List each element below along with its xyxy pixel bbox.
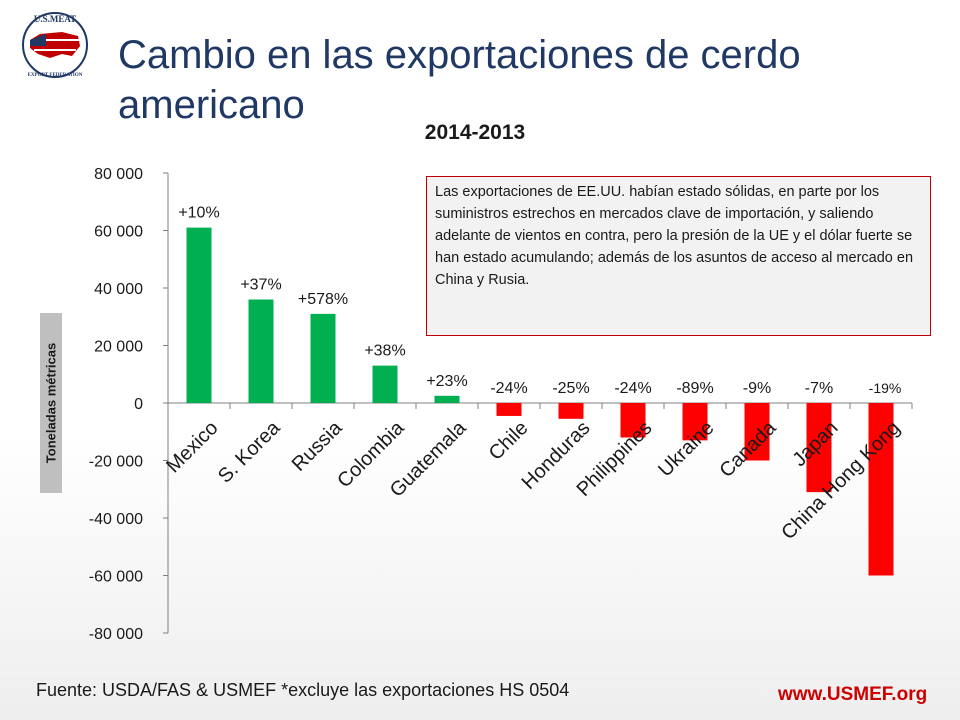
usmef-logo: U.S.MEAT EXPORT FEDERATION [22, 12, 88, 78]
slide-title: Cambio en las exportaciones de cerdo ame… [118, 33, 801, 127]
y-tick-label: -40 000 [89, 511, 143, 528]
y-tick-label: 80 000 [94, 166, 143, 183]
logo-text-top: U.S.MEAT [34, 14, 76, 24]
source-footnote: Fuente: USDA/FAS & USMEF *excluye las ex… [36, 680, 570, 700]
website-link[interactable]: www.USMEF.org [778, 684, 928, 705]
data-label: +38% [364, 343, 405, 360]
bar [744, 403, 770, 461]
data-label: +10% [178, 205, 219, 222]
bar [620, 403, 646, 438]
bar [310, 313, 336, 403]
bar [434, 395, 460, 403]
chart-title: 2014-2013 [425, 121, 525, 144]
y-tick-label: 40 000 [94, 281, 143, 298]
data-label: -25% [552, 380, 589, 397]
y-tick-label: -20 000 [89, 454, 143, 471]
data-label: +37% [240, 277, 281, 294]
data-label: -9% [743, 380, 771, 397]
y-tick-label: -80 000 [89, 626, 143, 643]
y-tick-label: 20 000 [94, 339, 143, 356]
us-map-flag-icon [22, 12, 88, 78]
x-tick-label: Mexico [162, 417, 222, 477]
bar [682, 403, 708, 441]
x-tick-label: S. Korea [214, 416, 285, 487]
y-tick-label: 60 000 [94, 224, 143, 241]
commentary-note: Las exportaciones de EE.UU. habían estad… [426, 176, 931, 336]
data-label: +23% [426, 373, 467, 390]
data-label: -7% [805, 380, 833, 397]
x-tick-label: Chile [485, 417, 533, 465]
data-label: -19% [869, 380, 902, 396]
bar [496, 403, 522, 416]
logo-text-bottom: EXPORT FEDERATION [28, 73, 83, 78]
bar [248, 299, 274, 403]
data-label: +578% [298, 291, 348, 308]
bar [558, 403, 584, 419]
bar [372, 365, 398, 403]
data-label: -24% [614, 380, 651, 397]
bar [806, 403, 832, 493]
x-tick-label: Russia [288, 416, 347, 475]
bar [186, 227, 212, 403]
data-label: -89% [676, 380, 713, 397]
bar [868, 403, 894, 576]
y-tick-label: 0 [134, 396, 143, 413]
y-tick-label: -60 000 [89, 569, 143, 586]
y-axis-label-background [40, 313, 62, 493]
data-label: -24% [490, 380, 527, 397]
